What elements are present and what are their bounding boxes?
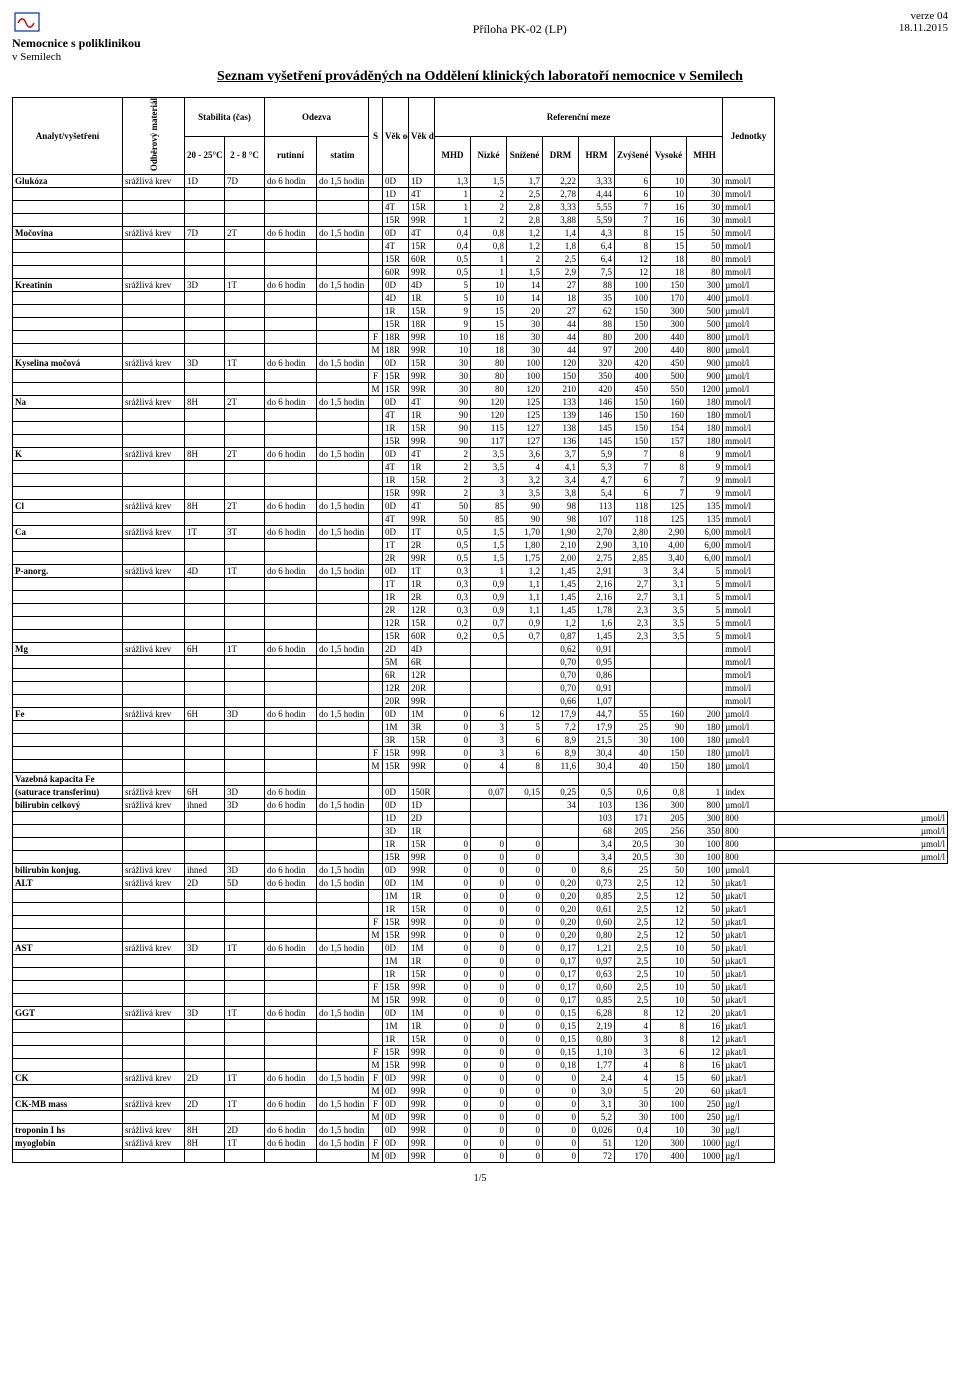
table-row: 15R60R0,20,50,70,871,452,33,55mmol/l [13, 630, 948, 643]
table-row: 15R60R0,5122,56,4121880mmol/l [13, 253, 948, 266]
table-row: 1D4T122,52,784,4461030mmol/l [13, 188, 948, 201]
table-row: Mgsrážlivá krev6H1Tdo 6 hodindo 1,5 hodi… [13, 643, 948, 656]
table-row: myoglobinsrážlivá krev8H1Tdo 6 hodindo 1… [13, 1137, 948, 1150]
table-row: Casrážlivá krev1T3Tdo 6 hodindo 1,5 hodi… [13, 526, 948, 539]
table-body: Glukózasrážlivá krev1D7Ddo 6 hodindo 1,5… [13, 175, 948, 1163]
table-row: Močovinasrážlivá krev7D2Tdo 6 hodindo 1,… [13, 227, 948, 240]
table-row: Nasrážlivá krev8H2Tdo 6 hodindo 1,5 hodi… [13, 396, 948, 409]
table-row: M18R99R1018304497200440800µmol/l [13, 344, 948, 357]
table-row: Clsrážlivá krev8H2Tdo 6 hodindo 1,5 hodi… [13, 500, 948, 513]
date: 18.11.2015 [899, 22, 948, 34]
logo-icon [12, 10, 42, 34]
table-row: F15R99R0000,151,103612µkat/l [13, 1046, 948, 1059]
table-row: 60R99R0,511,52,97,5121880mmol/l [13, 266, 948, 279]
table-row: M0D99R00005,230100250µg/l [13, 1111, 948, 1124]
table-row: 15R99R122,83,885,5971630mmol/l [13, 214, 948, 227]
table-row: bilirubin konjug.srážlivá krevihned3Ddo … [13, 864, 948, 877]
table-row: 1R15R0000,150,803812µkat/l [13, 1033, 948, 1046]
table-row: F15R99R0368,930,440150180µmol/l [13, 747, 948, 760]
table-row: 1R15R915202762150300500µmol/l [13, 305, 948, 318]
table-row: Vazebná kapacita Fe [13, 773, 948, 786]
table-row: GGTsrážlivá krev3D1Tdo 6 hodindo 1,5 hod… [13, 1007, 948, 1020]
table-row: 1R2R0,30,91,11,452,162,73,15mmol/l [13, 591, 948, 604]
table-row: Ksrážlivá krev8H2Tdo 6 hodindo 1,5 hodin… [13, 448, 948, 461]
table-row: 1R15R0000,200,612,51250µkat/l [13, 903, 948, 916]
table-row: ASTsrážlivá krev3D1Tdo 6 hodindo 1,5 hod… [13, 942, 948, 955]
hospital-sub: v Semilech [12, 51, 61, 63]
table-row: 1R15R0000,170,632,51050µkat/l [13, 968, 948, 981]
table-row: M0D99R0000721704001000µg/l [13, 1150, 948, 1163]
table-row: CK-MB masssrážlivá krev2D1Tdo 6 hodindo … [13, 1098, 948, 1111]
table-row: 12R20R0,700,91mmol/l [13, 682, 948, 695]
table-row: 15R99R90117127136145150157180mmol/l [13, 435, 948, 448]
table-row: F18R99R1018304480200440800µmol/l [13, 331, 948, 344]
table-row: F15R99R0000,170,602,51050µkat/l [13, 981, 948, 994]
table-row: 20R99R0,661,07mmol/l [13, 695, 948, 708]
table-row: 3R15R0368,921,530100180µmol/l [13, 734, 948, 747]
table-row: 3D1R68205256350800µmol/l [13, 825, 948, 838]
table-row: M15R99R0000,181,774816µkat/l [13, 1059, 948, 1072]
table-row: F15R99R0000,200,602,51250µkat/l [13, 916, 948, 929]
table-row: 1M3R0357,217,92590180µmol/l [13, 721, 948, 734]
table-row: 15R99R0003,420,530100800µmol/l [13, 851, 948, 864]
table-row: Kyselina močovásrážlivá krev3D1Tdo 6 hod… [13, 357, 948, 370]
table-row: (saturace transferinu)srážlivá krev6H3Dd… [13, 786, 948, 799]
table-row: 4D1R510141835100170400µmol/l [13, 292, 948, 305]
table-row: 1M1R0000,200,852,51250µkat/l [13, 890, 948, 903]
page-footer: 1/5 [12, 1173, 948, 1184]
table-row: M0D99R00003,052060µkat/l [13, 1085, 948, 1098]
table-row: 1M1R0000,152,194816µkat/l [13, 1020, 948, 1033]
attachment-label: Příloha PK-02 (LP) [473, 22, 567, 37]
table-row: M15R99R04811,630,440150180µmol/l [13, 760, 948, 773]
table-row: Fesrážlivá krev6H3Ddo 6 hodindo 1,5 hodi… [13, 708, 948, 721]
table-row: 4T99R50859098107118125135mmol/l [13, 513, 948, 526]
table-row: 6R12R0,700,86mmol/l [13, 669, 948, 682]
table-row: ALTsrážlivá krev2D5Ddo 6 hodindo 1,5 hod… [13, 877, 948, 890]
table-row: P-anorg.srážlivá krev4D1Tdo 6 hodindo 1,… [13, 565, 948, 578]
table-row: M15R99R0000,170,852,51050µkat/l [13, 994, 948, 1007]
table-row: 1D2D103171205300800µmol/l [13, 812, 948, 825]
table-row: 4T1R23,544,15,3789mmol/l [13, 461, 948, 474]
table-head: Analyt/vyšetření Odběrový materiál Stabi… [13, 98, 948, 175]
table-row: 1R15R90115127138145150154180mmol/l [13, 422, 948, 435]
table-row: CKsrážlivá krev2D1Tdo 6 hodindo 1,5 hodi… [13, 1072, 948, 1085]
table-row: 12R15R0,20,70,91,21,62,33,55mmol/l [13, 617, 948, 630]
table-row: Kreatininsrážlivá krev3D1Tdo 6 hodindo 1… [13, 279, 948, 292]
table-row: 1R15R233,23,44,7679mmol/l [13, 474, 948, 487]
table-row: 2R99R0,51,51,752,002,752,853,406,00mmol/… [13, 552, 948, 565]
table-row: 1T1R0,30,91,11,452,162,73,15mmol/l [13, 578, 948, 591]
table-row: 15R18R915304488150300500µmol/l [13, 318, 948, 331]
page-title: Seznam vyšetření prováděných na Oddělení… [12, 69, 948, 85]
table-row: 2R12R0,30,91,11,451,782,33,55mmol/l [13, 604, 948, 617]
hospital-name: Nemocnice s poliklinikou [12, 36, 141, 50]
table-row: M15R99R0000,200,802,51250µkat/l [13, 929, 948, 942]
table-row: 4T15R122,83,335,5571630mmol/l [13, 201, 948, 214]
version: verze 04 [910, 10, 948, 22]
header: Nemocnice s poliklinikou v Semilech Příl… [12, 10, 948, 63]
table-row: bilirubin celkovýsrážlivá krevihned3Ddo … [13, 799, 948, 812]
table-row: 5M6R0,700,95mmol/l [13, 656, 948, 669]
data-table: Analyt/vyšetření Odběrový materiál Stabi… [12, 97, 948, 1163]
table-row: F15R99R3080100150350400500900µmol/l [13, 370, 948, 383]
table-row: 4T1R90120125139146150160180mmol/l [13, 409, 948, 422]
table-row: 1T2R0,51,51,802,102,903,104,006,00mmol/l [13, 539, 948, 552]
table-row: Glukózasrážlivá krev1D7Ddo 6 hodindo 1,5… [13, 175, 948, 188]
table-row: 1M1R0000,170,972,51050µkat/l [13, 955, 948, 968]
table-row: troponin I hssrážlivá krev8H2Ddo 6 hodin… [13, 1124, 948, 1137]
table-row: 1R15R0003,420,530100800µmol/l [13, 838, 948, 851]
table-row: 4T15R0,40,81,21,86,481550mmol/l [13, 240, 948, 253]
table-row: 15R99R233,53,85,4679mmol/l [13, 487, 948, 500]
table-row: M15R99R30801202104204505501200µmol/l [13, 383, 948, 396]
